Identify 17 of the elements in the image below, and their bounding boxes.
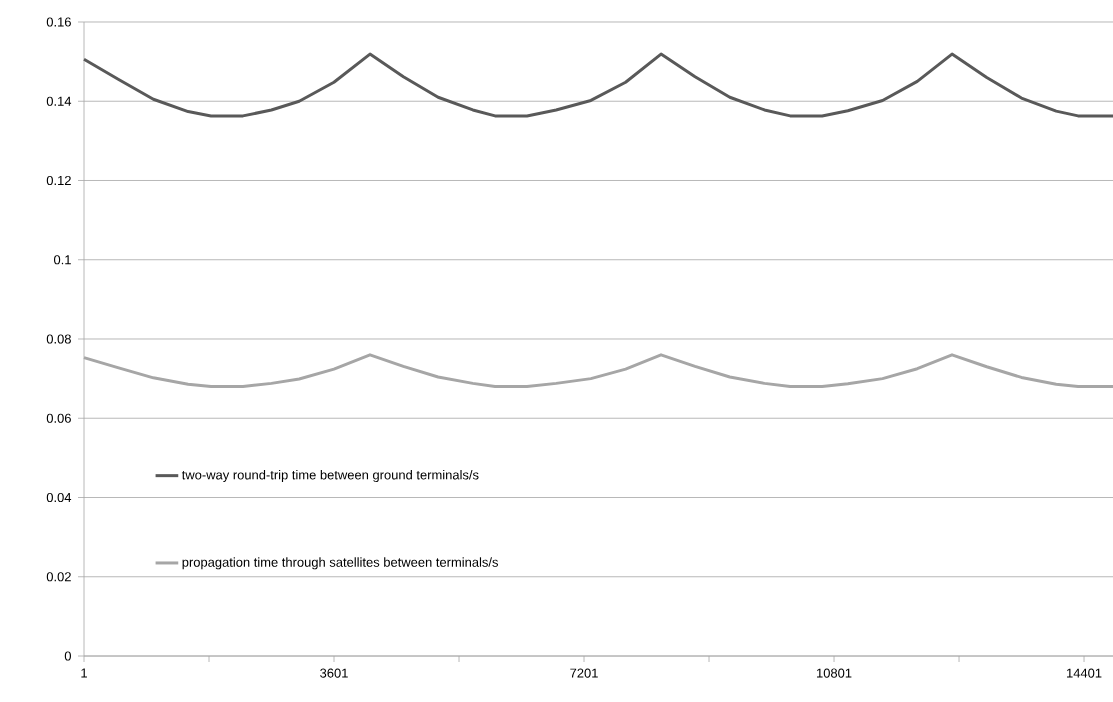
y-tick-label: 0.06 <box>46 413 71 423</box>
x-tick-label: 7201 <box>570 668 598 678</box>
line-series <box>82 52 1113 118</box>
y-tick-label: 0.1 <box>53 255 71 265</box>
y-tick-label: 0.12 <box>46 175 71 186</box>
y-tick-label: 0.08 <box>46 334 71 344</box>
y-tick-label: 0.14 <box>46 96 72 106</box>
x-tick-label: 14401 <box>1067 668 1102 678</box>
x-tick-label: 1 <box>81 668 87 678</box>
legend-label: two-way round-trip time between ground terminals/s <box>181 469 479 483</box>
y-tick-label: 0.16 <box>46 17 71 27</box>
x-tick-label: 3601 <box>320 668 348 678</box>
x-tick-label: 10801 <box>817 668 852 678</box>
y-tick-label: 0.02 <box>46 572 71 582</box>
legend-label: propagation time through satellites between terminals/s <box>182 557 498 570</box>
y-tick-label: 0 <box>64 651 71 661</box>
y-tick-label: 0.04 <box>46 492 72 503</box>
